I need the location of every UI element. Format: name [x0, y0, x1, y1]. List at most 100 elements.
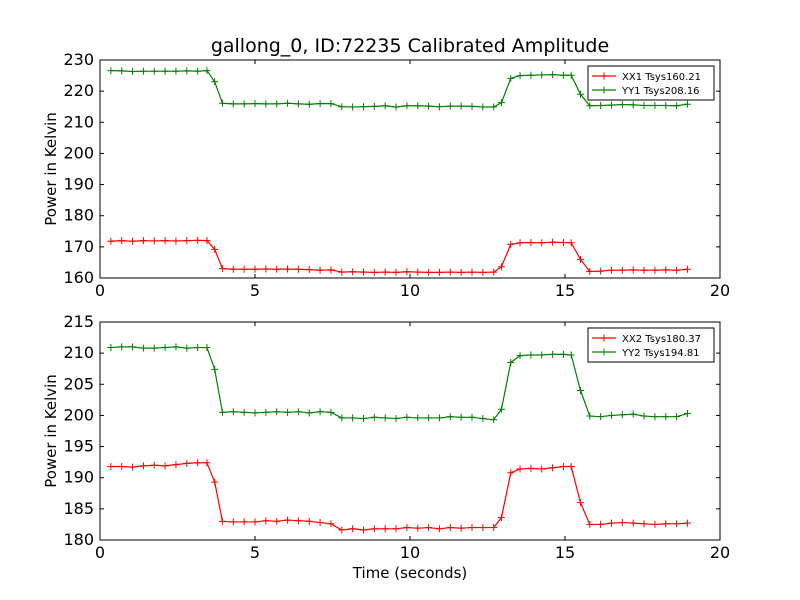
bottom-data-point-0 [435, 525, 443, 533]
top-data-point-0 [538, 239, 546, 247]
top-data-point-1 [673, 102, 681, 110]
top-data-point-1 [559, 71, 567, 79]
top-x-tick-label: 5 [250, 281, 260, 300]
bottom-x-tick-label: 5 [250, 543, 260, 562]
top-data-point-1 [549, 71, 557, 79]
bottom-y-tick-label: 185 [63, 499, 94, 518]
bottom-data-point-1 [262, 408, 270, 416]
top-data-point-0 [284, 265, 292, 273]
top-data-point-0 [294, 265, 302, 273]
top-data-point-0 [211, 245, 219, 253]
bottom-y-tick-label: 215 [63, 312, 94, 331]
bottom-data-point-1 [673, 413, 681, 421]
bottom-data-point-0 [527, 464, 535, 472]
top-x-tick-label: 10 [400, 281, 420, 300]
top-data-point-0 [683, 265, 691, 273]
bottom-data-point-0 [338, 526, 346, 534]
top-data-point-0 [586, 267, 594, 275]
bottom-data-point-0 [251, 518, 259, 526]
bottom-data-point-1 [381, 414, 389, 422]
top-data-point-0 [316, 266, 324, 274]
top-data-point-1 [577, 90, 584, 98]
bottom-data-point-1 [316, 408, 324, 416]
bottom-data-point-0 [107, 463, 115, 471]
bottom-data-point-1 [662, 413, 670, 421]
bottom-data-point-1 [211, 365, 219, 373]
top-data-point-0 [425, 268, 433, 276]
top-data-point-0 [559, 238, 567, 246]
bottom-data-point-0 [294, 517, 302, 525]
bottom-data-point-0 [468, 524, 476, 532]
bottom-data-point-0 [118, 463, 126, 471]
bottom-data-point-1 [240, 408, 248, 416]
bottom-data-point-0 [446, 524, 454, 532]
bottom-data-point-0 [559, 463, 567, 471]
top-data-point-0 [446, 268, 454, 276]
top-data-point-0 [381, 268, 389, 276]
top-data-point-1 [183, 67, 191, 75]
top-data-point-1 [403, 102, 411, 110]
bottom-data-point-1 [618, 411, 626, 419]
top-x-tick-label: 15 [555, 281, 575, 300]
bottom-data-point-0 [273, 517, 281, 525]
top-legend-marker-1 [600, 86, 608, 94]
top-x-tick-label: 0 [95, 281, 105, 300]
top-data-point-0 [107, 237, 115, 245]
top-y-axis-label: Power in Kelvin [42, 112, 60, 226]
bottom-data-point-0 [538, 465, 546, 473]
bottom-data-point-1 [490, 416, 498, 424]
bottom-data-point-0 [549, 464, 557, 472]
bottom-data-point-0 [262, 517, 270, 525]
top-data-point-0 [490, 268, 498, 276]
top-panel: 0 5 10 15 20 160 170 180 190 200 210 220 230 Power in… [42, 50, 730, 300]
bottom-y-tick-label: 210 [63, 343, 94, 362]
bottom-y-tick-label: 190 [63, 468, 94, 487]
bottom-data-point-1 [497, 405, 505, 413]
bottom-data-point-1 [516, 352, 524, 360]
top-data-point-1 [381, 102, 389, 110]
top-data-point-1 [425, 102, 433, 110]
bottom-data-point-1 [360, 415, 367, 423]
top-data-point-1 [161, 67, 169, 75]
bottom-data-point-0 [360, 526, 367, 534]
top-data-point-1 [316, 100, 324, 108]
bottom-data-point-0 [194, 459, 202, 467]
bottom-data-point-0 [161, 462, 169, 470]
top-data-point-1 [457, 102, 465, 110]
top-data-point-0 [392, 268, 400, 276]
bottom-data-point-0 [597, 520, 605, 528]
bottom-data-point-1 [338, 414, 346, 422]
bottom-data-point-0 [349, 525, 357, 533]
top-data-point-0 [468, 268, 476, 276]
top-data-point-1 [203, 67, 211, 75]
bottom-data-point-1 [446, 413, 454, 421]
top-data-point-1 [414, 102, 422, 110]
top-data-point-1 [608, 101, 615, 109]
top-y-tick-label: 160 [63, 268, 94, 287]
top-data-point-0 [403, 268, 411, 276]
bottom-data-point-1 [608, 411, 615, 419]
top-data-point-0 [161, 237, 169, 245]
top-data-point-0 [414, 268, 422, 276]
bottom-x-tick-label: 15 [555, 543, 575, 562]
bottom-data-point-1 [172, 343, 180, 351]
top-data-point-1 [118, 67, 126, 75]
top-data-point-0 [240, 265, 248, 273]
bottom-data-point-1 [414, 414, 422, 422]
bottom-data-point-0 [229, 518, 237, 526]
top-y-tick-label: 200 [63, 143, 94, 162]
bottom-data-point-1 [468, 413, 476, 421]
top-data-point-1 [435, 103, 443, 111]
bottom-data-point-0 [370, 525, 378, 533]
top-data-point-0 [435, 268, 443, 276]
bottom-data-point-1 [403, 413, 411, 421]
bottom-data-point-1 [457, 413, 465, 421]
top-data-point-1 [640, 101, 648, 109]
bottom-data-point-0 [203, 459, 211, 467]
top-data-point-1 [172, 67, 180, 75]
bottom-data-point-1 [507, 358, 515, 366]
bottom-data-point-1 [273, 408, 281, 416]
bottom-data-point-0 [507, 469, 515, 477]
top-data-point-1 [194, 67, 202, 75]
bottom-data-point-0 [479, 524, 487, 532]
